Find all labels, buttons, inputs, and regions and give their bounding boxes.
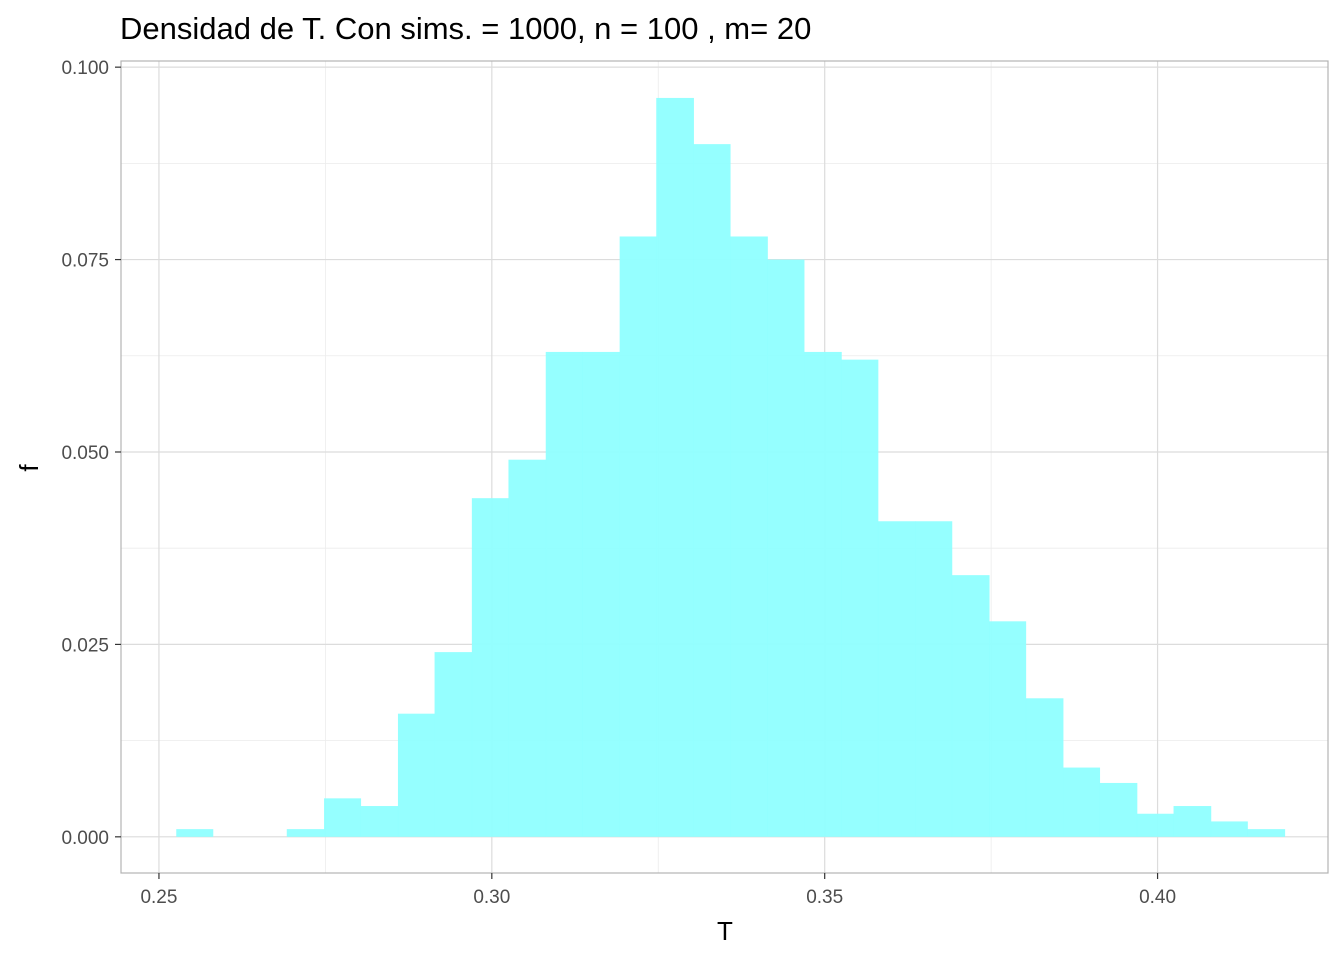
x-tick-label: 0.30	[473, 887, 510, 908]
histogram-bar	[1136, 813, 1174, 837]
plot-panel-border	[120, 60, 1329, 874]
histogram-bar	[324, 798, 362, 837]
x-tick-label: 0.25	[140, 887, 177, 908]
x-axis-tick-labels: 0.25 0.30 0.35 0.40	[140, 887, 1176, 908]
x-tick-label: 0.35	[806, 887, 843, 908]
chart-title: Densidad de T. Con sims. = 1000, n = 100…	[120, 11, 811, 46]
histogram-bar	[989, 621, 1027, 837]
histogram-bar	[767, 259, 805, 837]
y-axis-tick-labels: 0.000 0.025 0.050 0.075 0.100	[61, 58, 109, 849]
x-tick-label: 0.40	[1139, 887, 1176, 908]
histogram-bar	[286, 829, 325, 837]
y-axis-title: f	[14, 464, 44, 472]
histogram-bar	[545, 351, 583, 837]
histogram-bar	[656, 97, 694, 837]
histogram-bar	[841, 359, 879, 837]
histogram-bar	[434, 652, 473, 837]
histogram-bar	[1025, 698, 1064, 837]
histogram-bar	[693, 144, 731, 837]
histogram-bar	[176, 829, 214, 837]
histogram-bar	[1099, 782, 1138, 837]
y-tick-label: 0.075	[61, 251, 109, 272]
y-tick-label: 0.000	[61, 828, 109, 849]
histogram-bars	[176, 97, 1286, 837]
y-tick-label: 0.025	[61, 635, 109, 656]
histogram-bar	[397, 713, 435, 837]
histogram-bar	[582, 351, 621, 837]
histogram-bar	[508, 459, 547, 837]
y-tick-label: 0.050	[61, 443, 109, 464]
histogram-bar	[619, 236, 657, 837]
histogram-bar	[877, 521, 916, 837]
histogram-bar	[1063, 767, 1101, 837]
y-tick-label: 0.100	[61, 58, 109, 79]
histogram-bar	[804, 351, 842, 837]
histogram-bar	[730, 236, 768, 837]
histogram-bar	[915, 521, 953, 837]
axis-ticks	[115, 66, 1159, 879]
histogram-bar	[471, 498, 509, 837]
histogram-bar	[1247, 829, 1286, 837]
histogram-bar	[360, 806, 399, 837]
histogram-bar	[951, 575, 990, 837]
histogram-bar	[1173, 806, 1212, 837]
x-axis-title: T	[717, 916, 733, 946]
histogram-bar	[1210, 821, 1248, 837]
